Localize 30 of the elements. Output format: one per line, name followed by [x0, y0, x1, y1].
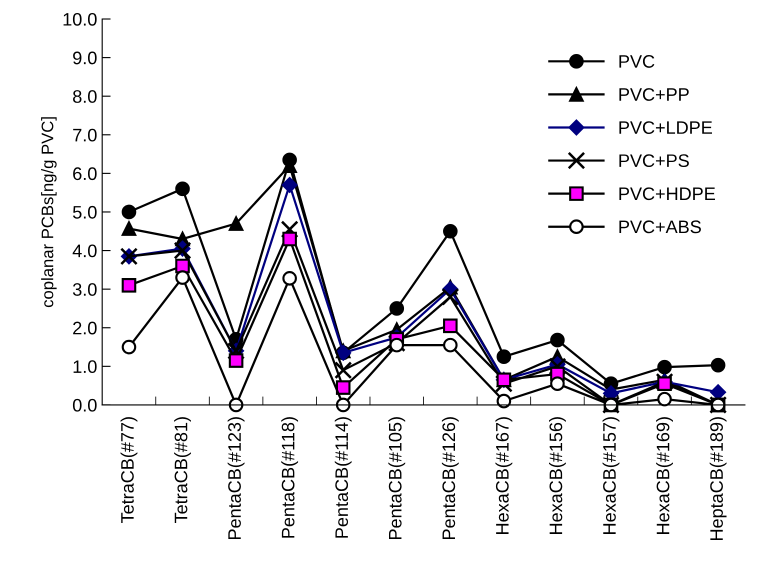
- y-tick-label: 7.0: [73, 128, 97, 142]
- x-tick-label: HexaCB(#157): [602, 417, 620, 534]
- y-tick-label: 2.0: [73, 322, 97, 334]
- x-tick-label: PentaCB(#105): [388, 417, 406, 540]
- y-tick-label: 5.0: [72, 206, 97, 219]
- x-tick-label: TetraCB(#81): [174, 417, 191, 523]
- legend-label: PVC+LDPE: [619, 121, 712, 134]
- y-tick-label: 8.0: [73, 90, 97, 103]
- x-tick-label: HexaCB(#169): [656, 417, 673, 534]
- x-tick-label: HexaCB(#156): [549, 417, 566, 534]
- y-tick-label: 9.0: [73, 52, 97, 64]
- legend-label: PVC+PS: [619, 154, 689, 168]
- x-tick-label: PentaCB(#123): [228, 417, 244, 540]
- y-tick-label: 0.0: [72, 398, 97, 412]
- x-tick-label: PentaCB(#118): [281, 417, 298, 538]
- legend-label: PVC+ABS: [619, 220, 701, 234]
- legend-label: PVC+PP: [619, 88, 689, 101]
- y-tick-label: 4.0: [72, 244, 97, 258]
- y-tick-label: 1.0: [74, 360, 97, 374]
- y-axis-title: coplanar PCBs[ng/g PVC]: [41, 117, 57, 308]
- x-tick-label: HeptaCB(#189): [710, 417, 727, 540]
- x-tick-label: TetraCB(#77): [120, 417, 138, 523]
- y-tick-label: 6.0: [73, 167, 97, 180]
- x-tick-label: PentaCB(#126): [442, 417, 459, 540]
- y-tick-label: 10.0: [64, 12, 97, 26]
- legend-label: PVC+HDPE: [619, 187, 716, 200]
- y-tick-label: 3.0: [72, 283, 97, 296]
- x-tick-label: PentaCB(#114): [334, 417, 352, 538]
- legend-label: PVC: [619, 55, 654, 68]
- x-tick-label: HexaCB(#167): [495, 417, 512, 534]
